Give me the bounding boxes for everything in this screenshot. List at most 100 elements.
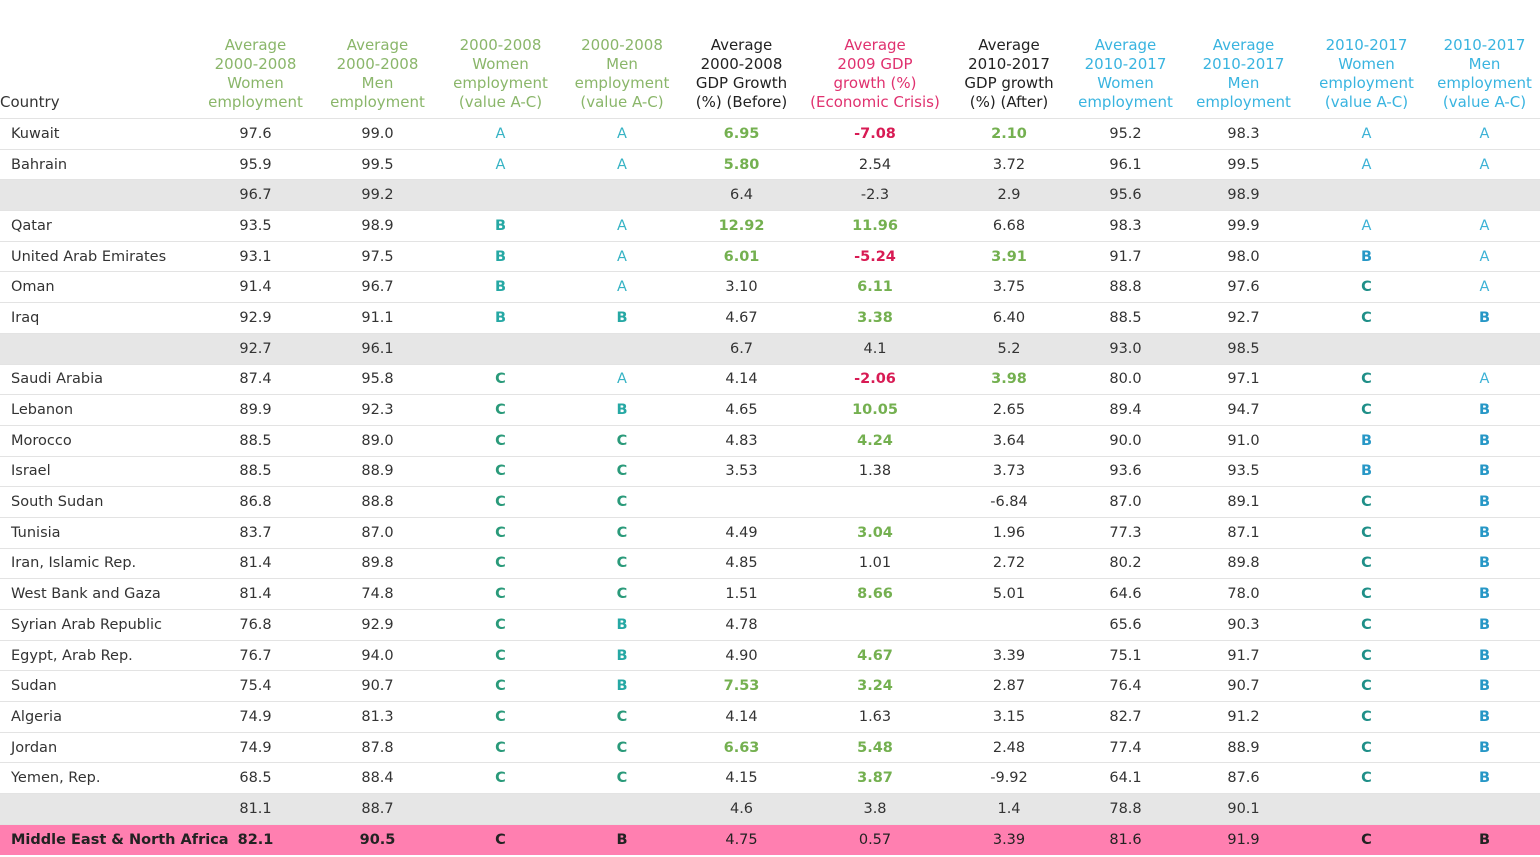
- value-cell: 4.67: [683, 302, 800, 334]
- table-row: Morocco 88.5 89.0 C C 4.83 4.24 3.64 90.0 91.0 B B: [0, 424, 1540, 457]
- country-cell: [0, 332, 196, 364]
- column-header-avg-2010-2017-gdp-growth: Average 2010-2017 GDP growth (%) (After): [964, 36, 1054, 111]
- value-cell: 3.64: [950, 424, 1068, 457]
- value-cell: 6.63: [683, 731, 800, 763]
- value-cell: 98.3: [1068, 210, 1183, 242]
- region-total-row: Middle East & North Africa 82.1 90.5 C B 4.75…: [0, 823, 1540, 855]
- column-header-avg-2000-2008-gdp-growth: Average 2000-2008 GDP Growth (%) (Before): [695, 36, 788, 111]
- value-cell: 98.0: [1183, 240, 1304, 272]
- value-cell: 90.1: [1183, 793, 1304, 825]
- country-cell: Sudan: [0, 670, 196, 702]
- value-cell: 87.4: [196, 363, 315, 395]
- value-cell: B: [440, 240, 561, 272]
- value-cell: 92.9: [196, 302, 315, 334]
- value-cell: 90.7: [315, 670, 440, 702]
- value-cell: 90.0: [1068, 424, 1183, 457]
- value-cell: -6.84: [950, 486, 1068, 518]
- value-cell: [1304, 332, 1429, 364]
- value-cell: 82.7: [1068, 701, 1183, 733]
- value-cell: A: [1304, 148, 1429, 180]
- value-cell: 3.24: [800, 670, 950, 702]
- value-cell: 88.9: [315, 455, 440, 487]
- subtotal-row: 96.7 99.2 6.4 -2.3 2.9 95.6 98.9: [0, 179, 1540, 211]
- value-cell: [1429, 793, 1540, 825]
- value-cell: 88.4: [315, 762, 440, 794]
- value-cell: 4.24: [800, 424, 950, 457]
- value-cell: 1.51: [683, 578, 800, 610]
- value-cell: 90.3: [1183, 609, 1304, 641]
- value-cell: 93.6: [1068, 455, 1183, 487]
- country-cell: Morocco: [0, 424, 196, 457]
- country-cell: Iraq: [0, 302, 196, 334]
- value-cell: 0.57: [800, 823, 950, 855]
- column-header-avg-2000-2008-men-employment: Average 2000-2008 Men employment: [330, 36, 425, 111]
- subtotal-row: 92.7 96.1 6.7 4.1 5.2 93.0 98.5: [0, 332, 1540, 364]
- value-cell: C: [1304, 701, 1429, 733]
- table-row: Saudi Arabia 87.4 95.8 C A 4.14 -2.06 3.98 80.0 9…: [0, 363, 1540, 395]
- value-cell: -2.3: [800, 179, 950, 211]
- value-cell: 4.83: [683, 424, 800, 457]
- country-cell: Tunisia: [0, 516, 196, 549]
- value-cell: [561, 179, 683, 211]
- value-cell: 95.8: [315, 363, 440, 395]
- value-cell: B: [1429, 486, 1540, 518]
- column-header-country: Country: [0, 93, 60, 111]
- value-cell: 3.39: [950, 639, 1068, 671]
- value-cell: C: [1304, 302, 1429, 334]
- value-cell: 10.05: [800, 394, 950, 426]
- value-cell: B: [1429, 670, 1540, 702]
- value-cell: 98.5: [1183, 332, 1304, 364]
- value-cell: 92.7: [1183, 302, 1304, 334]
- value-cell: [1304, 179, 1429, 211]
- value-cell: [800, 486, 950, 518]
- value-cell: 92.9: [315, 609, 440, 641]
- value-cell: C: [1304, 578, 1429, 610]
- value-cell: 1.96: [950, 516, 1068, 549]
- table-row: Jordan 74.9 87.8 C C 6.63 5.48 2.48 77.4 88.9 C B: [0, 731, 1540, 763]
- value-cell: 76.4: [1068, 670, 1183, 702]
- value-cell: 3.53: [683, 455, 800, 487]
- value-cell: A: [561, 118, 683, 150]
- value-cell: 4.49: [683, 516, 800, 549]
- value-cell: 6.95: [683, 118, 800, 150]
- value-cell: [800, 609, 950, 641]
- value-cell: 94.0: [315, 639, 440, 671]
- value-cell: 96.1: [1068, 148, 1183, 180]
- value-cell: 98.9: [1183, 179, 1304, 211]
- value-cell: -5.24: [800, 240, 950, 272]
- value-cell: 4.6: [683, 793, 800, 825]
- country-cell: Iran, Islamic Rep.: [0, 547, 196, 579]
- value-cell: A: [561, 363, 683, 395]
- country-cell: United Arab Emirates: [0, 240, 196, 272]
- value-cell: 76.7: [196, 639, 315, 671]
- country-cell: South Sudan: [0, 486, 196, 518]
- value-cell: B: [561, 394, 683, 426]
- value-cell: 81.4: [196, 578, 315, 610]
- value-cell: C: [440, 547, 561, 579]
- value-cell: 74.9: [196, 731, 315, 763]
- value-cell: 88.8: [315, 486, 440, 518]
- value-cell: C: [440, 823, 561, 855]
- value-cell: 3.38: [800, 302, 950, 334]
- value-cell: 99.5: [315, 148, 440, 180]
- value-cell: C: [440, 609, 561, 641]
- value-cell: 92.3: [315, 394, 440, 426]
- value-cell: 93.5: [1183, 455, 1304, 487]
- value-cell: 1.63: [800, 701, 950, 733]
- value-cell: 97.6: [1183, 271, 1304, 303]
- value-cell: A: [1429, 271, 1540, 303]
- value-cell: B: [1429, 424, 1540, 457]
- value-cell: 4.1: [800, 332, 950, 364]
- value-cell: C: [1304, 516, 1429, 549]
- value-cell: 6.11: [800, 271, 950, 303]
- value-cell: 2.9: [950, 179, 1068, 211]
- table-row: Kuwait 97.6 99.0 A A 6.95 -7.08 2.10 95.2 98.3 A A: [0, 118, 1540, 150]
- value-cell: A: [1304, 118, 1429, 150]
- value-cell: C: [440, 731, 561, 763]
- value-cell: C: [561, 486, 683, 518]
- value-cell: 3.15: [950, 701, 1068, 733]
- value-cell: [561, 332, 683, 364]
- value-cell: 82.1: [196, 823, 315, 855]
- value-cell: 80.2: [1068, 547, 1183, 579]
- value-cell: 3.10: [683, 271, 800, 303]
